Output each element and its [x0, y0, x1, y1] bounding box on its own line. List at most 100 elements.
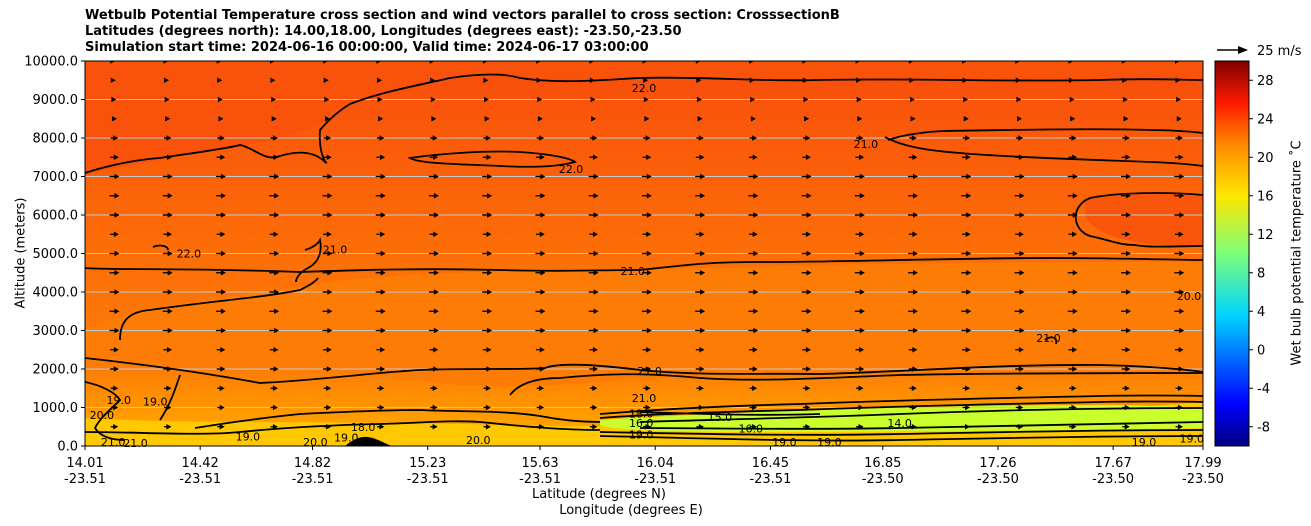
wind-vector-arrow: [1175, 135, 1183, 141]
wind-vector-arrow: [854, 250, 865, 257]
colorbar-tick-label: 4: [1257, 305, 1265, 320]
contour-label: 19.0: [1132, 436, 1157, 449]
wind-vector-arrow: [428, 212, 439, 218]
y-tick-label: 5000.0: [33, 247, 79, 262]
wind-vector-arrow: [162, 173, 173, 180]
wind-vector-arrow: [375, 173, 386, 180]
colorbar-tick-label: 24: [1257, 112, 1274, 127]
wind-vector-arrow: [269, 366, 279, 372]
wind-vector-arrow: [162, 327, 173, 334]
wind-vector-arrow: [482, 154, 492, 161]
wind-vector-arrow: [801, 173, 812, 180]
wind-vector-arrow: [536, 135, 545, 141]
wind-vector-arrow: [749, 366, 758, 372]
wind-vector-arrow: [535, 192, 546, 199]
wind-vector-arrow: [748, 212, 759, 218]
wind-vector-arrow: [1174, 327, 1185, 334]
x-tick-label-latitude: 14.01: [66, 456, 103, 471]
wind-vector-arrow: [482, 250, 493, 257]
wind-vector-arrow: [1122, 96, 1128, 103]
wind-vector-arrow: [483, 423, 491, 430]
wind-vector-arrow: [908, 269, 919, 276]
wind-vector-arrow: [748, 308, 759, 315]
contour-line-warm-blob: [1074, 192, 1203, 248]
chart-title: Wetbulb Potential Temperature cross sect…: [85, 8, 840, 56]
x-tick-label-latitude: 15.23: [409, 456, 446, 471]
x-tick-label-latitude: 17.99: [1184, 456, 1221, 471]
wind-vector-arrow: [643, 423, 651, 430]
wind-vector-arrow: [430, 423, 438, 430]
wind-vector-arrow: [1069, 385, 1077, 392]
wind-vector-arrow: [695, 346, 705, 353]
wind-vector-arrow: [1121, 250, 1131, 257]
wind-vector-arrow: [110, 77, 116, 84]
wind-vector-arrow: [378, 115, 384, 122]
contour-line-21-small-loop: [1044, 336, 1058, 345]
wind-vector-arrow: [748, 192, 759, 199]
wind-vector-arrow: [962, 135, 971, 141]
wind-vector-arrow: [110, 346, 119, 353]
wind-vector-arrow: [961, 346, 971, 353]
wind-vector-arrow: [216, 192, 226, 199]
wind-vector-arrow: [536, 366, 545, 372]
x-tick-label-longitude: -23.51: [292, 472, 334, 487]
wind-vector-arrow: [1017, 115, 1023, 122]
contour-label: 22.0: [177, 248, 202, 261]
wind-vector-arrow: [589, 77, 595, 84]
wind-vector-arrow: [695, 308, 706, 315]
wind-vector-arrow: [482, 173, 493, 180]
wind-vector-arrow: [429, 231, 439, 238]
wind-vector-arrow: [537, 96, 543, 103]
wind-vector-arrow: [641, 308, 652, 315]
wind-vector-arrow: [430, 135, 438, 141]
y-tick-label: 10000.0: [24, 55, 78, 70]
quiver-key: 25 m/s: [1217, 44, 1302, 59]
contour-line-20-left-loop: [119, 277, 319, 341]
wind-vector-arrow: [1067, 269, 1078, 276]
wind-vector-arrow: [109, 212, 120, 218]
wind-vector-arrow: [482, 192, 493, 199]
wind-vector-arrow: [908, 289, 919, 295]
wind-vector-arrow: [588, 250, 599, 257]
wind-vector-arrow: [216, 231, 226, 238]
wind-vector-arrow: [589, 385, 598, 392]
wind-vector-arrow: [482, 366, 492, 372]
wind-vector-arrow: [164, 404, 172, 411]
wind-vector-arrow: [855, 346, 865, 353]
wind-vector-arrow: [428, 308, 439, 315]
warm-blob-region: [1085, 192, 1203, 246]
wind-vector-arrow: [1067, 308, 1078, 315]
wind-vector-arrow: [641, 289, 652, 295]
contour-label: 19.0: [334, 432, 359, 445]
wind-vector-arrow: [1174, 269, 1185, 276]
wind-vector-arrow: [216, 289, 226, 295]
contour-label: 19.0: [817, 436, 842, 449]
wind-vector-arrow: [908, 192, 919, 199]
x-tick-label-latitude: 16.45: [752, 456, 789, 471]
x-tick-label-latitude: 16.04: [637, 456, 674, 471]
wind-vector-arrow: [1014, 308, 1025, 315]
contour-label: 15.0: [708, 411, 733, 424]
wind-vector-arrow: [588, 327, 599, 334]
wind-vector-arrow: [856, 96, 862, 103]
wind-vector-arrow: [641, 327, 652, 334]
wind-vector-arrow: [375, 212, 386, 218]
wind-vector-arrow: [695, 366, 705, 372]
wind-vector-arrow: [1068, 154, 1078, 161]
wind-vector-arrow: [961, 289, 972, 295]
wind-vector-arrow: [695, 327, 706, 334]
wind-vector-arrow: [376, 231, 386, 238]
wind-vector-arrow: [1121, 154, 1131, 161]
y-tick-label: 0.0: [57, 440, 78, 455]
wind-vector-arrow: [323, 385, 332, 392]
wind-vector-arrow: [111, 96, 117, 103]
wind-vector-arrow: [269, 308, 280, 315]
wind-vector-arrow: [535, 289, 546, 295]
wind-vector-arrow: [1069, 96, 1075, 103]
wind-vector-arrow: [1123, 115, 1129, 122]
y-axis-label: Altitude (meters): [14, 198, 29, 309]
wind-vector-arrow: [589, 154, 598, 161]
wind-vector-arrow: [749, 346, 758, 353]
wind-vector-arrow: [429, 366, 439, 372]
